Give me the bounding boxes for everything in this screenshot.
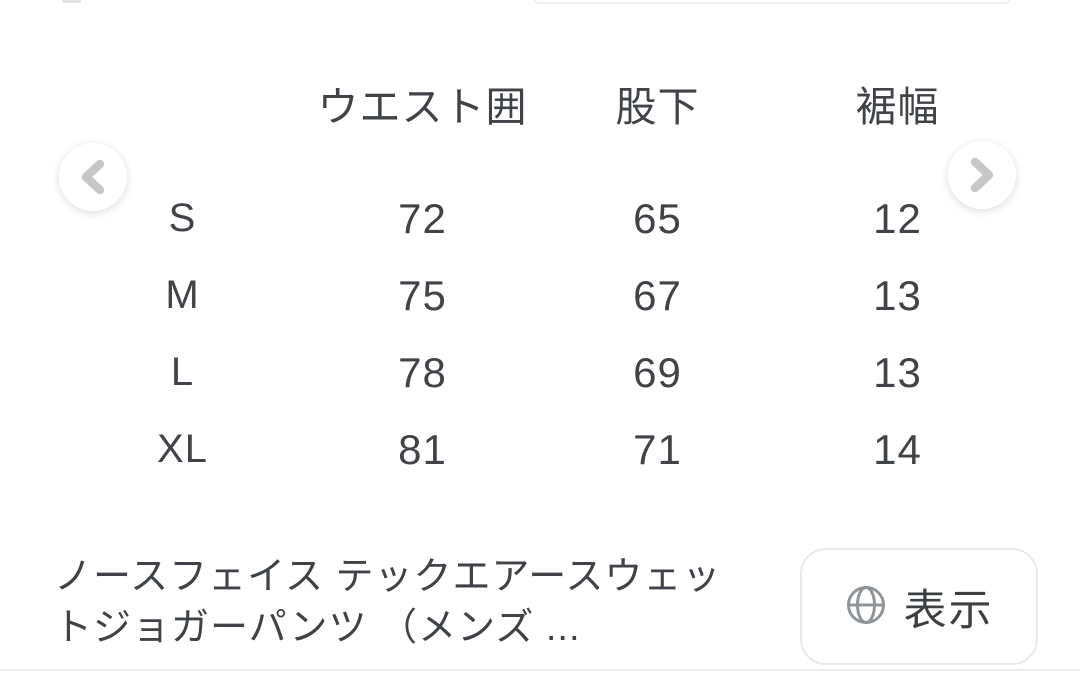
hem-value: 12 xyxy=(873,194,922,242)
chevron-left-icon xyxy=(80,159,106,195)
top-edge-artifact xyxy=(62,0,81,3)
waist-value: 81 xyxy=(398,425,447,473)
hem-value: 13 xyxy=(873,348,922,396)
inseam-value: 71 xyxy=(633,425,682,473)
next-image-button[interactable] xyxy=(948,141,1016,209)
inseam-value: 69 xyxy=(633,348,682,396)
inseam-value: 67 xyxy=(633,271,682,319)
product-title[interactable]: ノースフェイス テックエアースウェッ トジョガーパンツ （メンズ ... xyxy=(54,552,784,654)
chevron-right-icon xyxy=(969,157,995,193)
size-label: M xyxy=(165,273,200,317)
waist-value: 72 xyxy=(398,194,447,242)
header-cell-hem: 裾幅 xyxy=(855,83,940,130)
size-label: S xyxy=(168,196,197,240)
product-title-line1: ノースフェイス テックエアースウェッ xyxy=(54,556,722,598)
prev-image-button[interactable] xyxy=(59,143,127,211)
size-label: XL xyxy=(157,427,208,471)
globe-icon xyxy=(845,584,887,629)
view-button[interactable]: 表示 xyxy=(800,548,1038,665)
inseam-value: 65 xyxy=(633,194,682,242)
size-label: L xyxy=(170,350,195,394)
product-title-line2: トジョガーパンツ （メンズ ... xyxy=(54,607,581,649)
bottom-divider xyxy=(0,669,1080,671)
size-chart-body: S 72 65 12 M 75 67 13 L 78 69 13 XL 81 7… xyxy=(60,180,1020,488)
hem-value: 14 xyxy=(873,425,922,473)
waist-value: 78 xyxy=(398,348,447,396)
size-chart-header-row: ウエスト囲 股下 裾幅 xyxy=(60,60,1020,145)
hem-value: 13 xyxy=(873,271,922,319)
size-chart-image[interactable]: ウエスト囲 股下 裾幅 S 72 65 12 M 75 67 13 L 78 6… xyxy=(0,0,1080,530)
header-cell-waist: ウエスト囲 xyxy=(317,83,528,130)
waist-value: 75 xyxy=(398,271,447,319)
header-cell-inseam: 股下 xyxy=(615,83,700,130)
view-button-label: 表示 xyxy=(903,586,994,635)
